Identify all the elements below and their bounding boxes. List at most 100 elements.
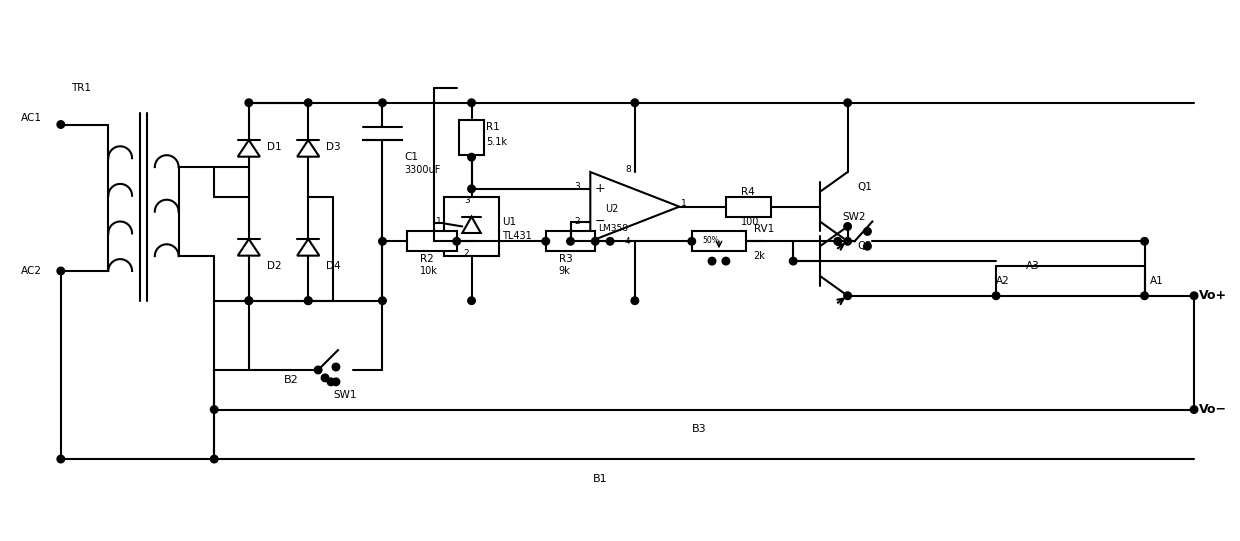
Polygon shape	[238, 239, 260, 256]
Circle shape	[1141, 237, 1148, 245]
Text: 50%: 50%	[703, 236, 719, 245]
Circle shape	[453, 237, 460, 245]
Text: D3: D3	[326, 142, 341, 152]
Text: 2: 2	[463, 249, 469, 258]
Text: Q2: Q2	[858, 241, 873, 251]
Text: C1: C1	[404, 152, 418, 162]
Circle shape	[688, 237, 696, 245]
Bar	[546, 232, 595, 251]
Text: R2: R2	[420, 254, 434, 264]
Circle shape	[606, 237, 614, 245]
Text: 9k: 9k	[559, 266, 570, 276]
Text: −: −	[594, 215, 605, 228]
Circle shape	[57, 121, 64, 128]
Text: U1: U1	[502, 216, 516, 227]
Circle shape	[211, 406, 218, 413]
Circle shape	[591, 237, 599, 245]
Circle shape	[305, 297, 312, 305]
Circle shape	[844, 292, 852, 300]
Text: A2: A2	[996, 276, 1009, 286]
Text: U2: U2	[605, 203, 619, 214]
Circle shape	[378, 237, 386, 245]
Circle shape	[57, 456, 64, 463]
Circle shape	[1190, 406, 1198, 413]
Text: SW2: SW2	[843, 212, 867, 222]
Text: RV1: RV1	[754, 225, 774, 234]
Text: 5.1k: 5.1k	[486, 137, 507, 147]
Text: A3: A3	[1025, 261, 1039, 271]
Text: D4: D4	[326, 261, 341, 271]
Polygon shape	[590, 172, 680, 241]
Circle shape	[332, 378, 340, 386]
Circle shape	[631, 99, 639, 107]
Text: D1: D1	[267, 142, 281, 152]
Text: SW1: SW1	[334, 390, 356, 400]
Bar	[444, 197, 498, 256]
Circle shape	[467, 154, 475, 161]
Text: 4: 4	[625, 237, 631, 246]
Circle shape	[378, 99, 386, 107]
Circle shape	[631, 297, 639, 305]
Circle shape	[864, 228, 872, 235]
Circle shape	[305, 297, 312, 305]
Text: +: +	[594, 182, 605, 195]
Circle shape	[844, 237, 852, 245]
Circle shape	[1141, 292, 1148, 300]
Polygon shape	[298, 140, 320, 157]
Circle shape	[211, 456, 218, 463]
Circle shape	[332, 363, 340, 371]
Circle shape	[57, 267, 64, 275]
Text: TL431: TL431	[502, 232, 532, 241]
Text: R1: R1	[486, 122, 500, 133]
Text: 1: 1	[435, 217, 441, 226]
Circle shape	[305, 99, 312, 107]
Circle shape	[378, 297, 386, 305]
Text: AC2: AC2	[21, 266, 42, 276]
Text: 3: 3	[464, 196, 470, 205]
Circle shape	[246, 297, 253, 305]
Text: LM358: LM358	[598, 224, 629, 233]
Polygon shape	[238, 140, 260, 157]
Circle shape	[246, 297, 253, 305]
Text: TR1: TR1	[71, 83, 91, 93]
Bar	[459, 120, 484, 155]
Text: R4: R4	[740, 187, 754, 197]
Circle shape	[835, 237, 842, 245]
Text: D2: D2	[267, 261, 281, 271]
Text: 1: 1	[681, 199, 687, 208]
Bar	[727, 197, 771, 216]
Circle shape	[467, 99, 475, 107]
Text: A1: A1	[1149, 276, 1163, 286]
Text: Q1: Q1	[858, 182, 873, 192]
Text: 2k: 2k	[754, 251, 765, 261]
Circle shape	[708, 258, 715, 265]
Text: 10k: 10k	[420, 266, 438, 276]
Text: 3300uF: 3300uF	[404, 165, 440, 175]
Text: 3: 3	[574, 182, 580, 192]
Text: B1: B1	[593, 474, 608, 484]
Text: Vo−: Vo−	[1199, 403, 1228, 416]
Bar	[692, 232, 746, 251]
Circle shape	[467, 297, 475, 305]
Circle shape	[1190, 292, 1198, 300]
Text: B3: B3	[692, 424, 707, 434]
Circle shape	[567, 237, 574, 245]
Circle shape	[844, 99, 852, 107]
Circle shape	[467, 185, 475, 193]
Circle shape	[864, 242, 872, 250]
Bar	[407, 232, 456, 251]
Text: 100: 100	[740, 216, 759, 227]
Text: AC1: AC1	[21, 113, 42, 123]
Circle shape	[790, 258, 797, 265]
Circle shape	[327, 378, 335, 386]
Circle shape	[542, 237, 549, 245]
Text: Vo+: Vo+	[1199, 289, 1228, 302]
Circle shape	[321, 374, 329, 381]
Text: 8: 8	[625, 164, 631, 174]
Circle shape	[246, 99, 253, 107]
Polygon shape	[298, 239, 320, 256]
Text: R3: R3	[559, 254, 573, 264]
Circle shape	[722, 258, 729, 265]
Polygon shape	[463, 216, 481, 233]
Circle shape	[992, 292, 999, 300]
